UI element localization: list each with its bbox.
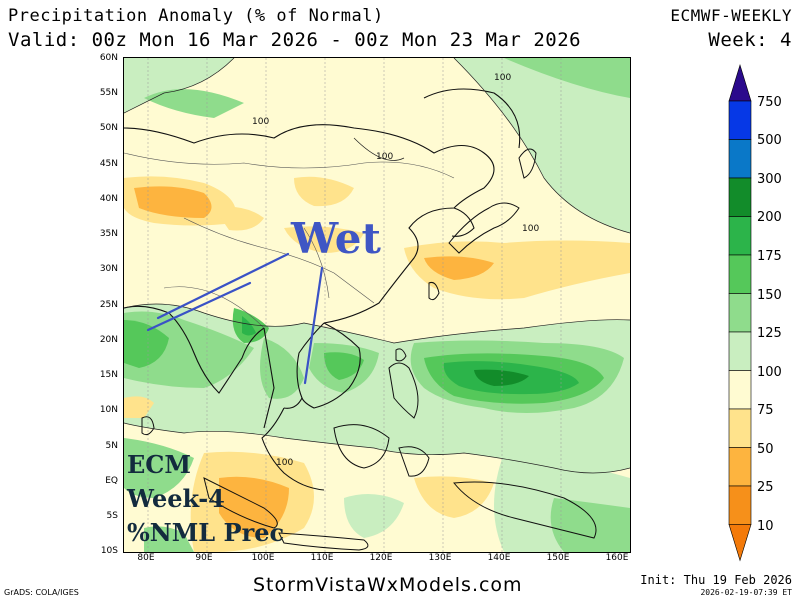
lat-label: 50N: [99, 123, 118, 133]
ecm-line: ECM: [127, 450, 191, 479]
colorbar-label: 25: [757, 480, 774, 495]
contour-label: 100: [376, 152, 393, 162]
lon-label: 90E: [195, 553, 213, 563]
colorbar-label: 750: [757, 95, 782, 110]
contour-label: 100: [252, 117, 269, 127]
colorbar-label: 200: [757, 210, 782, 225]
below-normal-shading: [124, 176, 630, 552]
contour-label: 100: [276, 458, 293, 468]
lon-label: 120E: [369, 553, 393, 563]
lon-label: 110E: [310, 553, 334, 563]
colorbar-swatch: [728, 216, 752, 256]
arrow-line-northwest: [156, 252, 290, 320]
colorbar-label: 300: [757, 172, 782, 187]
arrow-line-west: [146, 281, 252, 332]
ecm-annotation: ECM Week-4 %NML Prec: [127, 448, 284, 550]
colorbar-swatch: [728, 331, 752, 371]
colorbar-swatch: [728, 139, 752, 179]
lat-label: 55N: [99, 88, 118, 98]
lat-label: 5S: [106, 511, 118, 521]
lon-label: 160E: [605, 553, 629, 563]
lat-label: 5N: [105, 441, 118, 451]
colorbar-label: 75: [757, 403, 774, 418]
colorbar-label: 175: [757, 249, 782, 264]
above-normal-shading: [124, 58, 630, 552]
contour-label: 100: [522, 224, 539, 234]
colorbar-label: 125: [757, 326, 782, 341]
generated-stamp: 2026-02-19-07:39 ET: [700, 588, 792, 597]
lat-label: 35N: [99, 229, 118, 239]
colorbar-swatch: [728, 370, 752, 410]
lon-label: 130E: [428, 553, 452, 563]
init-time: Init: Thu 19 Feb 2026: [640, 573, 792, 587]
colorbar-swatch: [728, 254, 752, 294]
boundaries: [124, 152, 455, 329]
anomaly-map: 100 100 100 100 100: [123, 57, 631, 553]
map-title: Precipitation Anomaly (% of Normal): [8, 6, 384, 26]
colorbar-swatch: [728, 100, 752, 140]
lat-label: 60N: [99, 53, 118, 63]
lat-label: 10S: [100, 546, 118, 556]
lat-label: 30N: [99, 264, 118, 274]
colorbar-swatch: [728, 447, 752, 487]
lat-label: 40N: [99, 194, 118, 204]
model-name: ECMWF-WEEKLY: [670, 6, 792, 25]
ecm-line: Week-4: [127, 484, 225, 513]
lat-label: 25N: [99, 300, 118, 310]
forecast-week: Week: 4: [708, 29, 792, 51]
lat-label: 20N: [99, 335, 118, 345]
lat-label: 45N: [99, 159, 118, 169]
islands: [141, 148, 597, 551]
lat-label: 15N: [99, 370, 118, 380]
colorbar-swatch: [728, 408, 752, 448]
contour-label: 100: [494, 73, 511, 83]
site-footer: StormVistaWxModels.com: [253, 574, 523, 596]
lon-label: 140E: [487, 553, 511, 563]
colorbar-cap-top: [728, 63, 752, 102]
lat-label: EQ: [105, 476, 118, 486]
normal-contours: [124, 58, 630, 474]
map-canvas: 100 100 100 100 100: [124, 58, 630, 552]
wet-annotation: Wet: [291, 214, 381, 263]
colorbar-swatch: [728, 177, 752, 217]
colorbar-label: 50: [757, 442, 774, 457]
ecm-line: %NML Prec: [127, 518, 285, 547]
colorbar-label: 100: [757, 365, 782, 380]
colorbar-swatch: [728, 485, 752, 525]
valid-period: Valid: 00z Mon 16 Mar 2026 - 00z Mon 23 …: [8, 29, 582, 51]
colorbar-label: 150: [757, 288, 782, 303]
colorbar-label: 500: [757, 133, 782, 148]
coastlines: [124, 88, 521, 491]
colorbar-cap-bottom: [728, 524, 752, 562]
contour-label-group: 100 100 100 100 100: [252, 73, 539, 468]
lon-label: 150E: [546, 553, 570, 563]
lat-label: 10N: [99, 405, 118, 415]
grads-credit: GrADS: COLA/IGES: [4, 588, 79, 597]
colorbar: [728, 63, 752, 562]
lon-label: 80E: [137, 553, 155, 563]
colorbar-label: 10: [757, 519, 774, 534]
colorbar-swatch: [728, 293, 752, 333]
lon-label: 100E: [251, 553, 275, 563]
arrow-line-south: [303, 266, 324, 385]
